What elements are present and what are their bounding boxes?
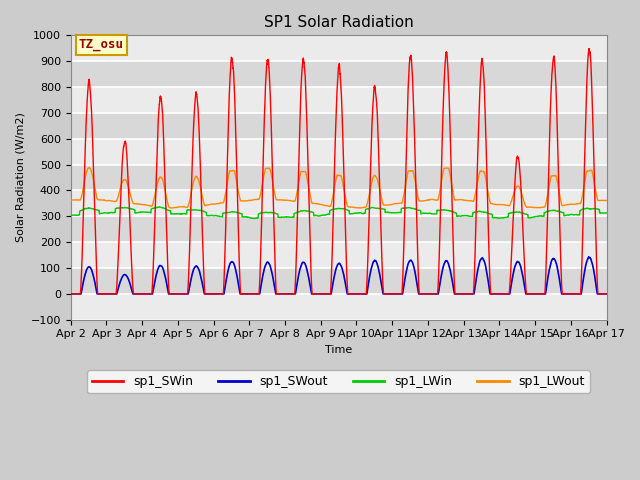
Bar — [70, 216, 607, 242]
Legend: sp1_SWin, sp1_SWout, sp1_LWin, sp1_LWout: sp1_SWin, sp1_SWout, sp1_LWin, sp1_LWout — [87, 370, 590, 393]
Title: SP1 Solar Radiation: SP1 Solar Radiation — [264, 15, 413, 30]
Bar — [70, 242, 607, 268]
Bar — [70, 113, 607, 139]
Bar — [70, 268, 607, 294]
Bar — [70, 139, 607, 165]
Bar — [70, 87, 607, 113]
Bar — [70, 61, 607, 87]
Text: TZ_osu: TZ_osu — [79, 38, 124, 51]
Bar — [70, 294, 607, 320]
Bar — [70, 191, 607, 216]
X-axis label: Time: Time — [325, 345, 352, 355]
Bar — [70, 165, 607, 191]
Y-axis label: Solar Radiation (W/m2): Solar Radiation (W/m2) — [15, 113, 25, 242]
Bar — [70, 36, 607, 61]
